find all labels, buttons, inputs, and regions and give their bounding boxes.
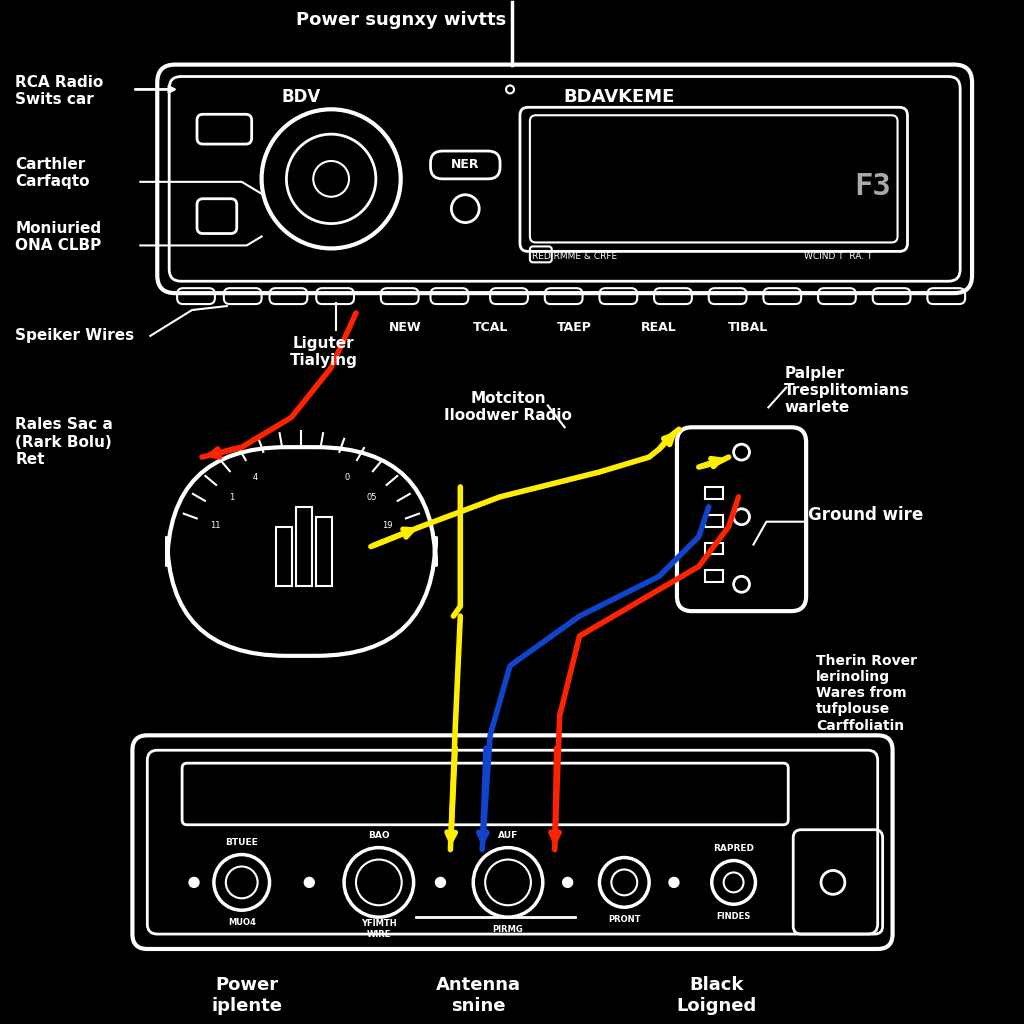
- Text: BAO: BAO: [368, 831, 390, 841]
- Text: BDV: BDV: [282, 88, 321, 106]
- Circle shape: [669, 878, 679, 888]
- Text: RED RMME & CRFE: RED RMME & CRFE: [532, 252, 617, 261]
- Text: 0: 0: [344, 473, 349, 482]
- Text: AUF: AUF: [498, 831, 518, 841]
- Text: 4: 4: [253, 473, 258, 482]
- Text: RAPRED: RAPRED: [713, 844, 754, 853]
- Text: Therin Rover
lerinoling
Wares from
tufplouse
Carffoliatin: Therin Rover lerinoling Wares from tufpl…: [816, 654, 918, 732]
- Text: 05: 05: [367, 494, 377, 502]
- Text: FINDES: FINDES: [717, 911, 751, 921]
- Text: WCIND T  RA. T: WCIND T RA. T: [804, 252, 872, 261]
- Text: F3: F3: [854, 172, 891, 202]
- Text: TIBAL: TIBAL: [728, 322, 769, 335]
- Text: MUO4: MUO4: [227, 918, 256, 927]
- Circle shape: [304, 878, 314, 888]
- Bar: [705, 543, 723, 554]
- Bar: [705, 515, 723, 526]
- Text: Liguter
Tialying: Liguter Tialying: [290, 336, 357, 369]
- Text: NEW: NEW: [389, 322, 422, 335]
- Text: BDAVKEME: BDAVKEME: [563, 88, 675, 106]
- Bar: [296, 507, 312, 587]
- Text: Ground wire: Ground wire: [808, 506, 924, 523]
- Text: TCAL: TCAL: [472, 322, 508, 335]
- Text: YFIMTH
WIRE: YFIMTH WIRE: [361, 920, 396, 939]
- Text: Power sugnxy wivtts: Power sugnxy wivtts: [296, 11, 506, 29]
- Text: Carthler
Carfaqto: Carthler Carfaqto: [15, 157, 90, 189]
- Circle shape: [562, 878, 572, 888]
- Text: Speiker Wires: Speiker Wires: [15, 329, 134, 343]
- Text: Moniuried
ONA CLBP: Moniuried ONA CLBP: [15, 220, 101, 253]
- Circle shape: [435, 878, 445, 888]
- Text: 11: 11: [210, 520, 221, 529]
- Bar: [316, 517, 332, 587]
- Text: REAL: REAL: [641, 322, 677, 335]
- Text: PIRMG: PIRMG: [493, 925, 523, 934]
- Text: Motciton
Iloodwer Radio: Motciton Iloodwer Radio: [444, 390, 572, 423]
- Text: 19: 19: [382, 520, 392, 529]
- Text: 1: 1: [228, 494, 233, 502]
- Text: Power
iplente: Power iplente: [211, 976, 283, 1015]
- Bar: [705, 570, 723, 583]
- Text: Palpler
Tresplitomians
warlete: Palpler Tresplitomians warlete: [784, 366, 910, 416]
- Text: PRONT: PRONT: [608, 914, 641, 924]
- Circle shape: [189, 878, 199, 888]
- Text: Antenna
snine: Antenna snine: [436, 976, 521, 1015]
- Text: BTUEE: BTUEE: [225, 839, 258, 847]
- Bar: [705, 486, 723, 499]
- Text: Black
Loigned: Black Loigned: [677, 976, 757, 1015]
- Text: TAEP: TAEP: [557, 322, 592, 335]
- Text: Rales Sac a
(Rark Bolu)
Ret: Rales Sac a (Rark Bolu) Ret: [15, 418, 113, 467]
- Bar: [276, 526, 293, 587]
- Text: RCA Radio
Swits car: RCA Radio Swits car: [15, 75, 103, 106]
- Text: NER: NER: [451, 159, 479, 171]
